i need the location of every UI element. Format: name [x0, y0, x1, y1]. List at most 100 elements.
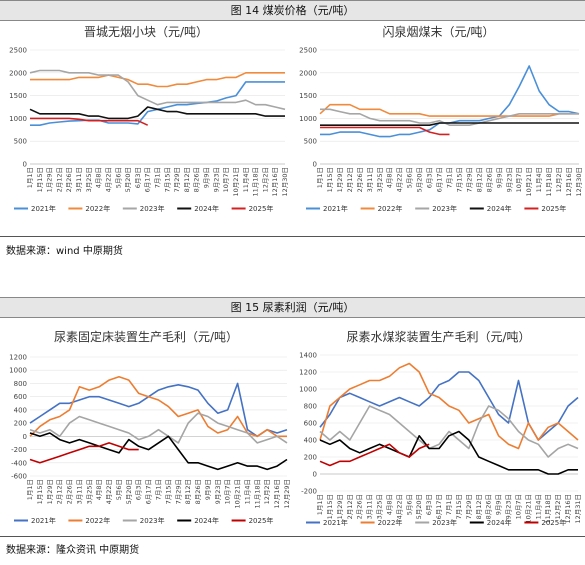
x-tick-label: 8月26日 [193, 167, 201, 192]
x-tick-label: 9月9日 [495, 494, 503, 515]
legend-label: 2021年 [31, 204, 56, 213]
x-tick-label: 10月7日 [514, 494, 522, 519]
legend-label: 2021年 [31, 516, 56, 525]
x-tick-label: 1月15日 [326, 494, 334, 519]
x-tick-label: 7月15日 [164, 479, 172, 504]
x-tick-label: 5月6日 [406, 167, 414, 188]
x-tick-label: 10月7日 [224, 479, 232, 504]
y-tick-label: 0 [23, 161, 27, 169]
x-tick-label: 2月12日 [56, 479, 64, 504]
legend-label: 2023年 [140, 516, 165, 525]
x-tick-label: 4月22日 [104, 167, 112, 192]
x-tick-label: 11月4日 [242, 167, 250, 192]
x-tick-label: 2月12日 [55, 167, 63, 192]
x-tick-label: 7月15日 [163, 167, 171, 192]
series-line [319, 443, 430, 467]
legend-label: 2022年 [85, 204, 110, 213]
x-tick-label: 3月25日 [376, 167, 384, 192]
chart-title: 尿素水煤浆装置生产毛利（元/吨） [346, 329, 530, 344]
x-tick-label: 12月16日 [564, 494, 572, 524]
x-tick-label: 3月25日 [85, 167, 93, 192]
chart-urea-coal-slurry-profit: 尿素水煤浆装置生产毛利（元/吨） -200 0 200 400 600 800 1000 120… [299, 329, 582, 527]
y-tick-label: 0 [313, 471, 317, 479]
y-tick-label: 1500 [299, 92, 317, 100]
x-tick-label: 5月6日 [405, 494, 413, 515]
x-tick-label: 9月23日 [212, 167, 220, 192]
series-line [320, 65, 580, 138]
legend-label: 2025年 [249, 204, 274, 213]
y-tick-label: 1200 [9, 354, 27, 362]
y-tick-label: 1000 [299, 115, 317, 123]
x-tick-label: 12月2日 [555, 167, 563, 192]
x-tick-label: 3月25日 [85, 479, 93, 504]
x-tick-label: 11月4日 [243, 479, 251, 504]
y-tick-label: -200 [11, 446, 27, 454]
x-tick-label: 9月9日 [203, 167, 211, 188]
legend-label: 2023年 [432, 518, 457, 527]
x-tick-label: 4月22日 [105, 479, 113, 504]
y-tick-label: 2500 [299, 47, 317, 55]
x-tick-label: 4月22日 [396, 167, 404, 192]
x-tick-label: 8月26日 [194, 479, 202, 504]
x-tick-label: 6月17日 [144, 167, 152, 192]
source-separator [0, 536, 585, 537]
y-tick-label: 1000 [9, 115, 27, 123]
legend-label: 2024年 [487, 518, 512, 527]
chart-urea-fixed-bed-profit: 尿素固定床装置生产毛利（元/吨） -600 -400 -200 0 200 400 600 80… [9, 329, 291, 525]
x-tick-label: 6月3日 [134, 167, 142, 188]
legend-label: 2024年 [194, 516, 219, 525]
series-line [29, 442, 139, 464]
x-tick-label: 7月29日 [174, 479, 182, 504]
y-tick-label: 800 [14, 380, 27, 388]
legend-label: 2023年 [140, 204, 165, 213]
x-tick-label: 1月29日 [46, 479, 54, 504]
figure-15-source: 数据来源：隆众资讯 中原期货 [6, 545, 140, 556]
source-separator [0, 236, 585, 237]
y-tick-label: 2000 [299, 69, 317, 77]
chart-title: 闪泉烟煤末（元/吨） [382, 25, 494, 39]
x-tick-label: 12月29日 [283, 479, 291, 509]
legend-label: 2024年 [194, 204, 219, 213]
x-tick-label: 4月8日 [95, 479, 103, 500]
x-tick-label: 11月18日 [544, 494, 552, 524]
chart-title: 晋城无烟小块（元/吨） [84, 25, 208, 39]
x-tick-label: 10月21日 [525, 167, 533, 197]
x-tick-label: 4月8日 [95, 167, 103, 188]
legend-label: 2025年 [541, 204, 566, 213]
chart-title: 尿素固定床装置生产毛利（元/吨） [54, 329, 238, 344]
x-tick-label: 5月6日 [114, 167, 122, 188]
x-tick-label: 1月15日 [326, 167, 334, 192]
series-line [30, 72, 285, 88]
x-tick-label: 12月16日 [271, 167, 279, 197]
x-tick-label: 3月11日 [75, 479, 83, 504]
legend-label: 2021年 [323, 518, 348, 527]
x-tick-label: 1月1日 [26, 167, 34, 188]
x-tick-label: 6月3日 [426, 167, 434, 188]
x-tick-label: 7月15日 [455, 494, 463, 519]
series-line [319, 405, 579, 458]
x-tick-label: 11月18日 [252, 167, 260, 197]
series-line [319, 103, 579, 117]
x-tick-label: 8月26日 [485, 167, 493, 192]
legend-label: 2025年 [541, 518, 566, 527]
x-tick-label: 12月30日 [575, 167, 583, 197]
x-tick-label: 1月15日 [36, 167, 44, 192]
x-tick-label: 5月6日 [115, 479, 123, 500]
legend-label: 2022年 [85, 516, 110, 525]
y-tick-label: 1000 [299, 386, 317, 394]
x-tick-label: 4月22日 [395, 494, 403, 519]
chart-jincheng-anthracite: 晋城无烟小块（元/吨） 0 500 1000 1500 2000 2500 1月1日 1月15日… [9, 25, 289, 213]
x-tick-label: 5月20日 [416, 167, 424, 192]
series-line [29, 412, 288, 444]
x-tick-label: 12月16日 [565, 167, 573, 197]
x-tick-label: 9月23日 [505, 494, 513, 519]
x-tick-label: 2月26日 [356, 167, 364, 192]
x-tick-label: 12月16日 [273, 479, 281, 509]
legend-label: 2025年 [249, 516, 274, 525]
y-tick-label: 0 [23, 433, 27, 441]
legend-label: 2022年 [378, 204, 403, 213]
series-line [29, 432, 288, 471]
y-tick-label: -400 [11, 459, 27, 467]
series-line [320, 126, 450, 136]
